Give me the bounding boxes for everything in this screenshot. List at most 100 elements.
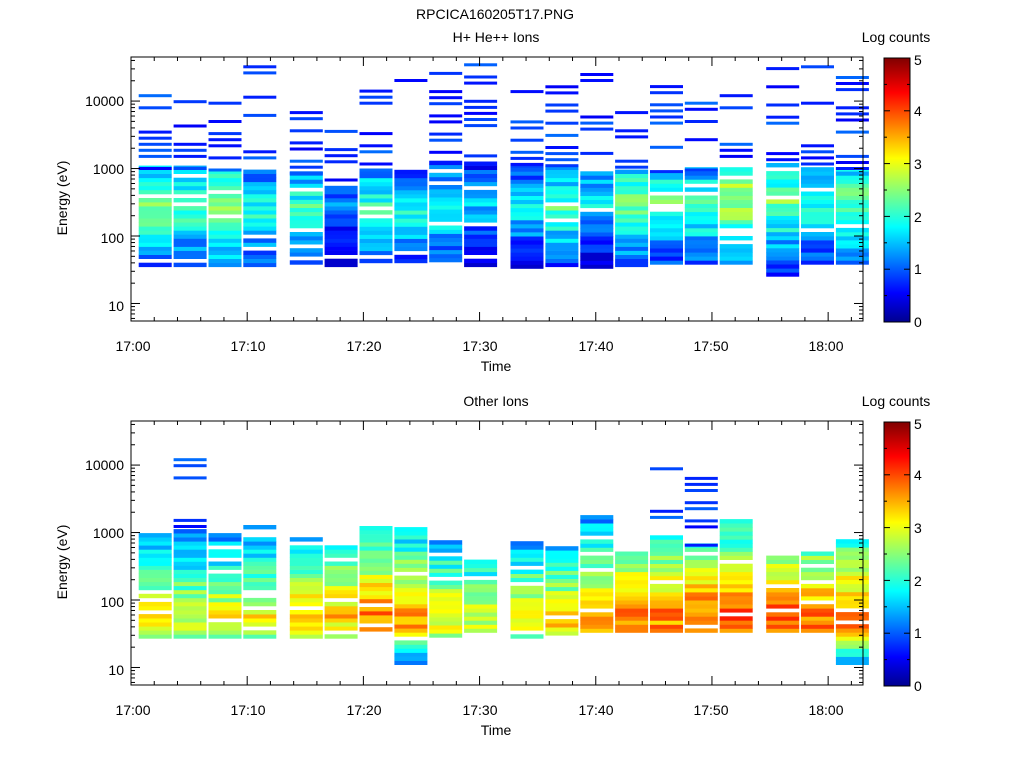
- heatmap-cell: [545, 133, 579, 137]
- heatmap-cell: [289, 630, 323, 635]
- heatmap-cell: [801, 236, 834, 241]
- heatmap-cell: [719, 620, 753, 625]
- heatmap-cell: [429, 160, 463, 166]
- heatmap-cell: [464, 262, 498, 268]
- heatmap-cell: [801, 575, 834, 581]
- heatmap-cell: [324, 210, 358, 215]
- heatmap-cell: [208, 242, 242, 247]
- heatmap-cell: [208, 634, 242, 639]
- heatmap-cell: [545, 206, 579, 211]
- heatmap-cell: [835, 575, 869, 580]
- heatmap-cell: [766, 620, 800, 625]
- heatmap-cell: [208, 169, 242, 174]
- heatmap-cell: [766, 121, 800, 125]
- heatmap-cell: [464, 563, 498, 569]
- colorbar-tick-0: 0: [914, 678, 922, 694]
- heatmap-cell: [684, 219, 718, 225]
- heatmap-cell: [650, 195, 683, 200]
- heatmap-cell: [324, 622, 358, 627]
- heatmap-cell: [138, 553, 172, 558]
- heatmap-cell: [650, 620, 683, 625]
- heatmap-cell: [545, 250, 579, 255]
- heatmap-cell: [766, 227, 800, 233]
- heatmap-cell: [394, 177, 428, 183]
- heatmap-cell: [173, 573, 207, 578]
- heatmap-cell: [650, 236, 683, 241]
- heatmap-cell: [510, 610, 544, 615]
- heatmap-cell: [243, 614, 277, 619]
- heatmap-cell: [359, 554, 393, 559]
- heatmap-cell: [719, 616, 753, 621]
- heatmap-cell: [835, 571, 869, 576]
- heatmap-cell: [615, 189, 649, 195]
- heatmap-cell: [719, 519, 753, 524]
- heatmap-cell: [615, 559, 649, 564]
- heatmap-cell: [289, 240, 323, 245]
- heatmap-cell: [684, 604, 718, 609]
- heatmap-cell: [766, 256, 800, 261]
- heatmap-cell: [208, 573, 242, 578]
- heatmap-cell: [394, 169, 428, 175]
- heatmap-cell: [429, 138, 463, 142]
- time-bin-column: [243, 65, 277, 268]
- heatmap-cell: [243, 557, 277, 562]
- heatmap-cell: [243, 569, 277, 574]
- heatmap-cell: [208, 230, 242, 235]
- heatmap-cell: [650, 604, 683, 609]
- heatmap-cell: [580, 211, 614, 217]
- y-tick-label-100: 100: [101, 594, 125, 610]
- heatmap-cell: [650, 555, 683, 560]
- heatmap-cell: [429, 189, 463, 194]
- heatmap-cell: [359, 202, 393, 207]
- heatmap-cell: [580, 79, 614, 82]
- heatmap-cell: [615, 169, 649, 174]
- heatmap-cell: [289, 117, 323, 121]
- heatmap-cell: [429, 588, 463, 594]
- heatmap-cell: [208, 193, 242, 199]
- heatmap-cell: [835, 203, 869, 208]
- heatmap-cell: [464, 124, 498, 128]
- heatmap-cell: [429, 96, 463, 100]
- heatmap-cell: [719, 191, 753, 196]
- heatmap-cell: [173, 262, 207, 268]
- panel-other-ions: Other Ions Energy (eV) Time 10 100 1000 …: [54, 393, 930, 738]
- heatmap-cell: [766, 183, 800, 188]
- heatmap-cell: [684, 223, 718, 229]
- heatmap-cell: [835, 632, 869, 637]
- heatmap-cell: [545, 189, 579, 195]
- heatmap-cell: [719, 555, 753, 560]
- time-bin-column: [429, 71, 463, 263]
- heatmap-cell: [766, 624, 800, 629]
- heatmap-cell: [510, 187, 544, 192]
- heatmap-cell: [580, 628, 614, 633]
- heatmap-cell: [324, 545, 358, 550]
- y-ticks: [131, 59, 863, 319]
- heatmap-cell: [394, 535, 428, 540]
- heatmap-cell: [615, 238, 649, 243]
- heatmap-cell: [243, 173, 277, 179]
- heatmap-cell: [138, 198, 172, 203]
- heatmap-cell: [243, 71, 277, 75]
- heatmap-cell: [545, 181, 579, 187]
- heatmap-cell: [394, 202, 428, 207]
- heatmap-cell: [173, 626, 207, 631]
- heatmap-cell: [766, 567, 800, 573]
- heatmap-cell: [801, 203, 834, 208]
- colorbar-tick-1: 1: [914, 261, 922, 277]
- heatmap-cell: [719, 531, 753, 536]
- heatmap-cell: [580, 600, 614, 605]
- heatmap-cell: [138, 549, 172, 554]
- heatmap-cell: [835, 82, 869, 85]
- heatmap-cell: [580, 616, 614, 621]
- heatmap-cell: [766, 592, 800, 597]
- heatmap-cell: [801, 207, 834, 213]
- heatmap-cell: [394, 567, 428, 572]
- heatmap-cell: [615, 135, 649, 139]
- heatmap-cell: [243, 218, 277, 223]
- colorbar-tick-1: 1: [914, 625, 922, 641]
- heatmap-cell: [289, 581, 323, 587]
- heatmap-cell: [173, 234, 207, 239]
- heatmap-cell: [719, 535, 753, 540]
- heatmap-cell: [394, 242, 428, 247]
- heatmap-cell: [684, 555, 718, 560]
